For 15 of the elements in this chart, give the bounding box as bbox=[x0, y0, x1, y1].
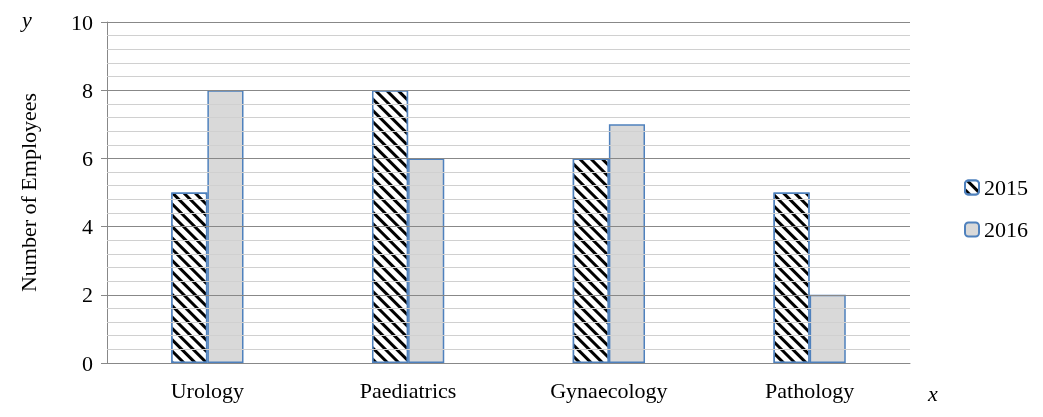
y-tick-label: 6 bbox=[82, 145, 93, 171]
x-tick-label: Pathology bbox=[765, 377, 855, 403]
y-tick-label: 4 bbox=[82, 214, 93, 240]
x-tick-label: Urology bbox=[170, 377, 245, 403]
y-axis-title: Number of Employees bbox=[15, 92, 41, 293]
y-tick-label: 2 bbox=[82, 282, 93, 308]
y-tick-label: 0 bbox=[82, 350, 93, 376]
y-tick-label: 10 bbox=[71, 9, 93, 35]
text: x bbox=[927, 380, 938, 406]
text: y bbox=[20, 6, 32, 32]
legend-label: 2015 bbox=[984, 175, 1028, 200]
x-tick-label: Gynaecology bbox=[550, 377, 668, 403]
legend-label: 2016 bbox=[984, 217, 1028, 242]
x-tick-label: Paediatrics bbox=[359, 377, 457, 403]
y-tick-label: 8 bbox=[82, 77, 93, 103]
